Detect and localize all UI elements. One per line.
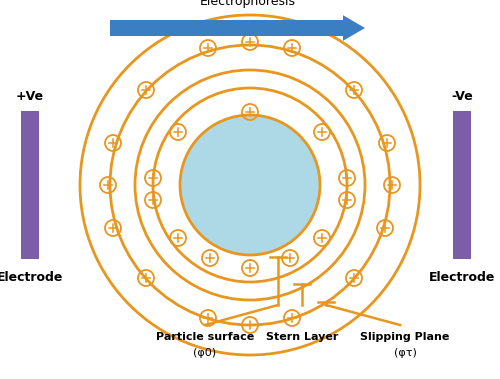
Text: (φ0): (φ0) bbox=[194, 348, 216, 358]
Circle shape bbox=[180, 115, 320, 255]
Circle shape bbox=[135, 70, 365, 300]
Text: +Ve: +Ve bbox=[16, 90, 44, 103]
Circle shape bbox=[153, 88, 347, 282]
Text: (φτ): (φτ) bbox=[394, 348, 416, 358]
Text: Particle surface: Particle surface bbox=[156, 332, 254, 342]
Text: Electrode: Electrode bbox=[429, 271, 495, 284]
Bar bbox=[21, 111, 39, 259]
FancyArrow shape bbox=[110, 15, 365, 41]
Text: Slipping Plane: Slipping Plane bbox=[360, 332, 450, 342]
Text: Stern Layer: Stern Layer bbox=[266, 332, 338, 342]
Text: -Ve: -Ve bbox=[451, 90, 473, 103]
Text: Electrode: Electrode bbox=[0, 271, 63, 284]
Circle shape bbox=[80, 15, 420, 355]
Text: Electrophoresis: Electrophoresis bbox=[200, 0, 296, 8]
Circle shape bbox=[110, 45, 390, 325]
Bar bbox=[453, 111, 471, 259]
